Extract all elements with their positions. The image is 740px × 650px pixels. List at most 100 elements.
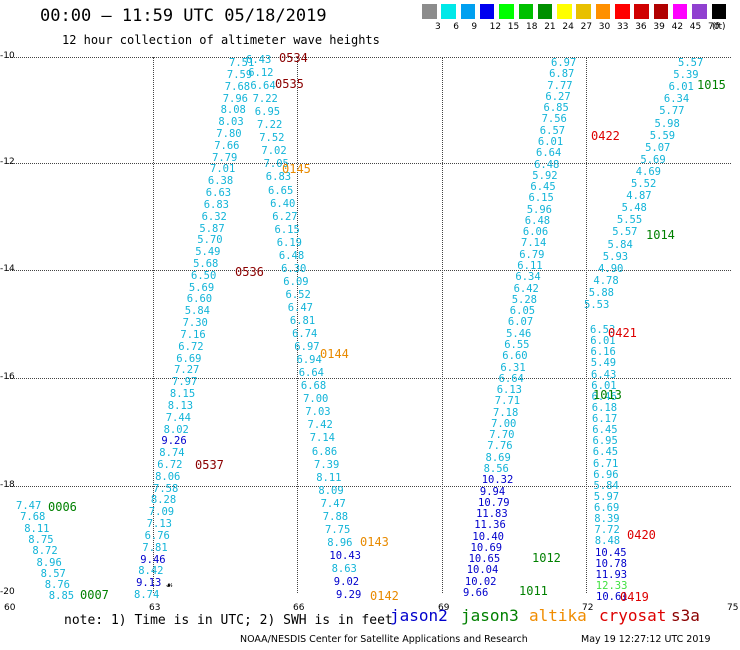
swh-value: 6.48 [534,158,560,171]
satellite-legend-item: cryosat [599,606,667,625]
pass-time-label: 0421 [608,326,637,340]
swh-value: 8.11 [24,522,50,535]
swh-value: 6.34 [663,93,690,106]
swh-value: 10.65 [468,553,501,566]
swh-value: 6.94 [296,354,322,367]
swh-value: 10.32 [481,474,514,487]
swh-value: 8.13 [167,399,194,412]
swh-value: 7.59 [226,68,253,81]
lon-label: 66 [293,603,305,613]
pass-time-label: 0145 [282,162,311,176]
swh-value: 8.08 [220,104,246,117]
swh-value: 7.09 [148,506,175,519]
scale-label: 18 [526,22,538,32]
footer-timestamp: May 19 12:27:12 UTC 2019 [581,634,711,645]
swh-value: 8.85 [48,590,75,603]
swh-value: 7.77 [547,79,573,92]
swh-value: 5.07 [645,141,671,154]
swh-value: 6.09 [283,275,309,288]
swh-value: 8.74 [159,447,185,460]
scale-label: 39 [653,22,665,32]
swh-value: 6.30 [281,262,307,275]
swh-value: 5.77 [659,105,685,118]
swh-value: 5.84 [607,238,633,251]
swh-value: 8.74 [134,589,160,601]
swh-value: 4.87 [626,190,652,203]
swh-value: 8.11 [316,471,342,484]
swh-value: 7.68 [224,80,251,93]
map-title: 00:00 – 11:59 UTC 05/18/2019 [40,6,327,26]
swh-value: 8.76 [44,579,70,592]
swh-value: 10.02 [464,575,497,588]
swh-value: 7.51 [229,57,255,69]
swh-value: 7.14 [521,237,547,250]
lat-label: -10 [0,51,15,61]
scale-label: 70 [708,22,720,32]
swh-value: 6.07 [507,316,534,329]
swh-value: 6.11 [517,260,543,272]
swh-value: 4.69 [635,165,661,178]
swh-value: 8.56 [483,463,509,475]
swh-value: 9.02 [333,576,360,588]
swh-value: 7.47 [320,497,346,510]
swh-value: 7.68 [20,511,46,524]
swh-value: 7.56 [541,113,567,126]
swh-value: 6.40 [270,197,296,210]
swh-value: 10.40 [472,530,504,543]
footer-credit: NOAA/NESDIS Center for Satellite Applica… [240,634,528,645]
pass-time-label: 1011 [519,584,548,598]
lon-label: 63 [149,603,161,613]
swh-value: 6.52 [285,288,311,301]
swh-value: 5.57 [678,57,704,69]
swh-value: 6.63 [205,187,232,199]
lon-label: 69 [438,603,450,613]
swh-value: 5.57 [612,226,638,239]
swh-value: 7.00 [303,393,329,406]
scale-label: 45 [689,22,702,32]
swh-value: 6.60 [186,293,213,306]
swh-value: 6.64 [298,367,324,380]
scale-label: 30 [598,22,611,32]
swh-value: 8.06 [155,470,181,483]
swh-value: 7.13 [146,518,172,531]
swh-value: 5.28 [511,293,537,306]
lon-gridline [442,57,443,593]
swh-value: 7.14 [309,432,335,445]
swh-value: 6.68 [300,380,327,393]
swh-value: 6.95 [254,106,281,119]
swh-value: 6.38 [207,175,234,188]
scale-swatch [634,4,649,19]
satellite-legend-item: s3a [671,606,700,625]
scale-label: 3 [435,22,441,32]
lon-label: 72 [582,603,594,613]
footer-note: note: 1) Time is in UTC; 2) SWH is in fe… [64,613,393,628]
swh-value: 6.01 [668,81,694,94]
lat-gridline [8,378,731,379]
swh-value: 7.97 [172,376,198,389]
swh-value: 7.71 [494,395,521,408]
swh-value: 6.12 [248,67,274,79]
lat-label: -18 [0,480,15,490]
swh-value: 5.49 [590,357,617,370]
scale-swatch [615,4,630,19]
swh-value: 7.22 [252,93,278,106]
swh-value: 6.74 [292,328,318,340]
swh-value: 6.83 [265,171,292,184]
swh-value: 5.97 [593,490,620,503]
swh-value: 8.02 [163,423,189,436]
swh-value: 7.44 [165,411,191,424]
swh-value: 8.72 [32,545,58,558]
swh-value: 5.39 [673,69,699,82]
lat-gridline [8,57,731,58]
swh-value: 6.43 [591,368,617,381]
swh-value: 5.88 [588,286,614,299]
swh-value: 6.45 [592,424,618,437]
scale-swatch [653,4,669,19]
swh-value: 5.68 [193,258,219,270]
lat-label: -14 [0,264,15,274]
swh-value: 8.63 [331,562,357,575]
swh-value: 5.87 [199,222,225,235]
pass-time-label: 0144 [320,347,349,361]
lat-label: -12 [0,157,15,167]
